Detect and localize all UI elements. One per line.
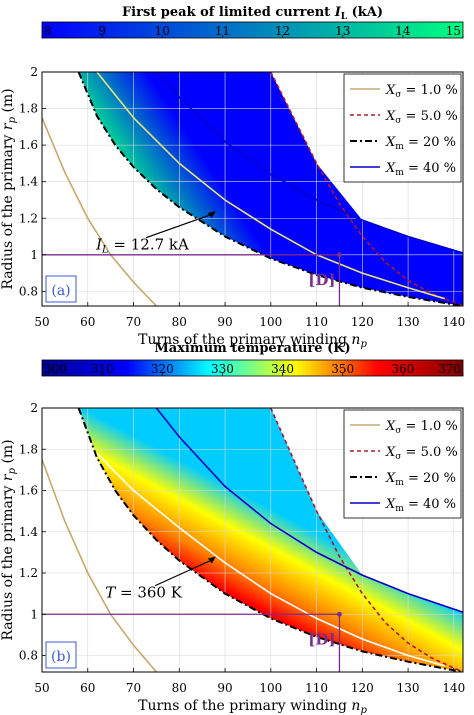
y-axis-label: Radius of the primary rp (m) [0,88,18,289]
x-tick-label: 70 [126,681,141,695]
series-line [270,408,463,672]
colorbar-title: First peak of limited current IL (kA) [122,5,383,22]
colorbar-tick-label: 340 [271,362,294,376]
x-tick-label: 120 [351,315,374,329]
x-tick-label: 110 [305,681,328,695]
colorbar [41,359,464,377]
colorbar-tick-label: 330 [211,362,234,376]
annotation-arrow [154,558,214,587]
colorbar-tick-label: 13 [335,24,350,38]
y-tick-label: 0.8 [19,284,38,298]
panel-label-box [45,275,77,303]
x-axis-label: Turns of the primary winding np [138,698,367,715]
x-tick-label: 100 [259,681,282,695]
colorbar-tick-label: 370 [438,362,461,376]
colorbar-tick-label: 10 [155,24,170,38]
x-tick-label: 50 [34,681,49,695]
legend-entry: Xm = 20 % [385,471,456,488]
legend-entry: Xσ = 1.0 % [385,419,458,436]
y-tick-label: 2 [30,65,38,79]
x-tick-label: 50 [34,315,49,329]
series-line [42,117,157,306]
y-tick-label: 1.6 [19,484,38,498]
colorbar-tick-label: 9 [98,24,106,38]
x-tick-label: 80 [172,315,187,329]
colorbar-tick-label: 350 [331,362,354,376]
legend-entry: Xσ = 5.0 % [385,445,458,462]
series-line [77,408,463,672]
axes-frame [41,407,464,673]
x-tick-label: 110 [305,315,328,329]
design-point-label: [D] [308,630,335,648]
colorbar-tick-label: 8 [44,24,52,38]
series-line [155,408,463,613]
series-line [42,459,158,672]
series-line [155,72,463,254]
panel-label-box [45,641,77,669]
x-tick-label: 130 [397,681,420,695]
colorbar-tick-label: 310 [91,362,114,376]
x-tick-label: 140 [442,681,465,695]
y-tick-label: 1.4 [19,525,38,539]
x-axis-label: Turns of the primary winding np [138,332,367,350]
contour-label: IL = 12.7 kA [95,236,189,256]
x-tick-label: 120 [351,681,374,695]
y-tick-label: 1.8 [19,102,38,116]
x-tick-label: 130 [397,315,420,329]
y-tick-label: 1.8 [19,442,38,456]
annotation-arrowhead [207,556,216,564]
colorbar-tick-label: 360 [391,362,414,376]
panel-b: Maximum temperature (K) 300 310 320 330 340 35… [0,341,465,715]
legend-entry: Xm = 40 % [385,161,456,178]
contour-label: T = 360 K [105,584,183,602]
legend-box [343,409,462,519]
y-tick-label: 1 [30,248,38,262]
colorbar-tick-label: 300 [44,362,67,376]
y-tick-label: 1.2 [19,211,38,225]
legend-entry: Xm = 20 % [385,135,456,152]
x-tick-label: 90 [217,681,232,695]
legend-entry: Xσ = 5.0 % [385,109,458,126]
legend-box [343,73,462,183]
design-point-marker [337,252,342,258]
colorbar [41,21,464,39]
y-tick-label: 1.2 [19,566,38,580]
y-axis-label: Radius of the primary rp (m) [0,439,18,640]
panel-label: (b) [51,649,71,665]
contour-line [96,452,445,667]
x-tick-label: 140 [442,315,465,329]
x-tick-label: 100 [259,315,282,329]
x-tick-label: 90 [217,315,232,329]
colorbar-tick-label: 320 [151,362,174,376]
y-tick-label: 2 [30,401,38,415]
colorbar-tick-label: 15 [446,24,461,38]
y-tick-label: 1.4 [19,175,38,189]
x-tick-label: 60 [80,681,95,695]
series-line [77,72,463,306]
panel-a: First peak of limited current IL (kA) 8 9 1… [0,5,465,350]
annotation-arrow [145,213,214,239]
axes-frame [41,71,464,307]
design-point-marker [337,611,342,617]
y-tick-label: 1.6 [19,138,38,152]
annotation-arrowhead [207,210,216,218]
design-point-label: [D] [308,271,335,289]
x-tick-label: 70 [126,315,141,329]
y-tick-label: 0.8 [19,649,38,663]
panel-label: (a) [51,283,70,299]
x-tick-label: 60 [80,315,95,329]
legend-entry: Xσ = 1.0 % [385,83,458,100]
colorbar-tick-label: 11 [215,24,230,38]
contour-line [96,72,445,300]
colorbar-title: Maximum temperature (K) [154,341,350,356]
legend-entry: Xm = 40 % [385,497,456,514]
x-tick-label: 80 [172,681,187,695]
colorbar-tick-label: 14 [395,24,411,38]
colorbar-tick-label: 12 [275,24,290,38]
y-tick-label: 1 [30,607,38,621]
